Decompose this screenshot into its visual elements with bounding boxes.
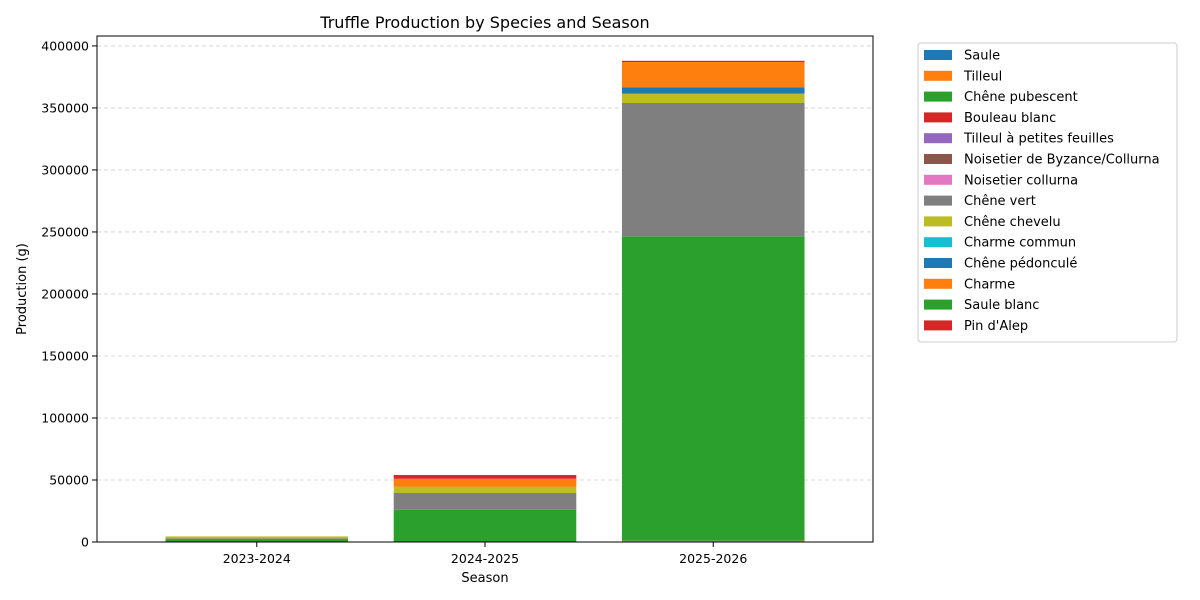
legend-swatch — [924, 174, 952, 185]
y-tick-label: 250000 — [41, 224, 89, 239]
legend-label: Tilleul à petites feuilles — [963, 132, 1114, 147]
legend-frame — [917, 42, 1178, 343]
legend-label: Noisetier collurna — [964, 173, 1078, 188]
gridlines — [97, 45, 873, 543]
legend-item: Chêne chevelu — [924, 215, 1061, 230]
legend-swatch — [924, 133, 952, 144]
legend-swatch — [924, 91, 952, 102]
legend-swatch — [924, 154, 952, 164]
bar-segment — [393, 486, 577, 494]
y-tick-label: 350000 — [41, 100, 89, 115]
legend-label: Charme — [964, 277, 1015, 292]
y-axis-ticks: 0 50000 100000 150000 200000 250000 300000 3500… — [41, 38, 97, 550]
legend-label: Noisetier de Byzance/Collurna — [964, 153, 1160, 168]
legend-label: Saule blanc — [964, 298, 1039, 313]
bar-segment — [393, 475, 577, 479]
bar-segment — [621, 102, 805, 237]
legend-label: Chêne pédonculé — [964, 257, 1077, 272]
legend-label: Chêne vert — [964, 194, 1036, 209]
x-tick-label: 2025-2026 — [679, 551, 747, 566]
legend-swatch — [924, 320, 952, 331]
legend-label: Charme commun — [964, 236, 1076, 251]
y-tick-label: 200000 — [41, 286, 89, 301]
bar-segment — [621, 62, 805, 88]
legend-item: Tilleul — [924, 69, 1002, 84]
legend-swatch — [924, 112, 952, 123]
y-tick-label: 300000 — [41, 162, 89, 177]
bar-segment — [621, 60, 805, 63]
bar-segment — [165, 536, 349, 539]
y-axis-title: Production (g) — [15, 243, 30, 335]
legend-item: Chêne pédonculé — [924, 257, 1077, 272]
x-tick-label: 2023-2024 — [223, 551, 291, 566]
legend-item: Charme — [924, 277, 1015, 292]
legend-swatch — [924, 216, 952, 227]
bar-segment — [393, 493, 577, 510]
bar-segment — [621, 87, 805, 94]
legend-swatch — [924, 299, 952, 310]
legend-item: Saule — [924, 49, 1000, 64]
legend-swatch — [924, 70, 952, 81]
legend-item: Chêne vert — [924, 194, 1036, 209]
bar-segment — [165, 539, 349, 542]
legend-item: Pin d'Alep — [924, 319, 1028, 334]
legend-item: Tilleul à petites feuilles — [924, 132, 1114, 147]
legend-swatch — [924, 50, 952, 60]
legend-label: Tilleul — [963, 69, 1002, 84]
legend-label: Chêne pubescent — [964, 90, 1078, 105]
bar-segment — [621, 93, 805, 103]
legend-swatch — [924, 195, 952, 206]
legend-item: Charme commun — [924, 236, 1076, 251]
legend-swatch — [924, 278, 952, 289]
x-tick-label: 2024-2025 — [451, 551, 519, 566]
bar-segment — [393, 509, 577, 542]
legend-swatch — [924, 258, 952, 268]
legend-label: Chêne chevelu — [964, 215, 1061, 230]
bar-segment — [393, 478, 577, 487]
y-tick-label: 100000 — [41, 410, 89, 425]
legend-label: Pin d'Alep — [964, 319, 1028, 334]
x-axis-title: Season — [461, 571, 508, 586]
y-tick-label: 150000 — [41, 348, 89, 363]
y-tick-label: 400000 — [41, 38, 89, 53]
legend-item: Noisetier de Byzance/Collurna — [924, 153, 1160, 168]
y-tick-label: 50000 — [49, 472, 89, 487]
legend-label: Saule — [964, 49, 1000, 64]
chart-title: Truffle Production by Species and Season — [319, 13, 649, 32]
legend-item: Chêne pubescent — [924, 90, 1078, 105]
legend-item: Saule blanc — [924, 298, 1039, 313]
bar-segment — [621, 540, 805, 542]
x-axis-ticks: 2023-2024 2024-2025 2025-2026 — [223, 542, 747, 566]
legend-label: Bouleau blanc — [964, 111, 1056, 126]
legend-swatch — [924, 237, 952, 248]
legend-item: Bouleau blanc — [924, 111, 1056, 126]
bar-segment — [165, 538, 349, 540]
bars — [165, 60, 805, 542]
bar-segment — [621, 236, 805, 541]
y-tick-label: 0 — [81, 535, 89, 550]
legend: Saule Tilleul Chêne pubescent Bouleau blanc… — [917, 42, 1178, 343]
legend-item: Noisetier collurna — [924, 173, 1078, 188]
